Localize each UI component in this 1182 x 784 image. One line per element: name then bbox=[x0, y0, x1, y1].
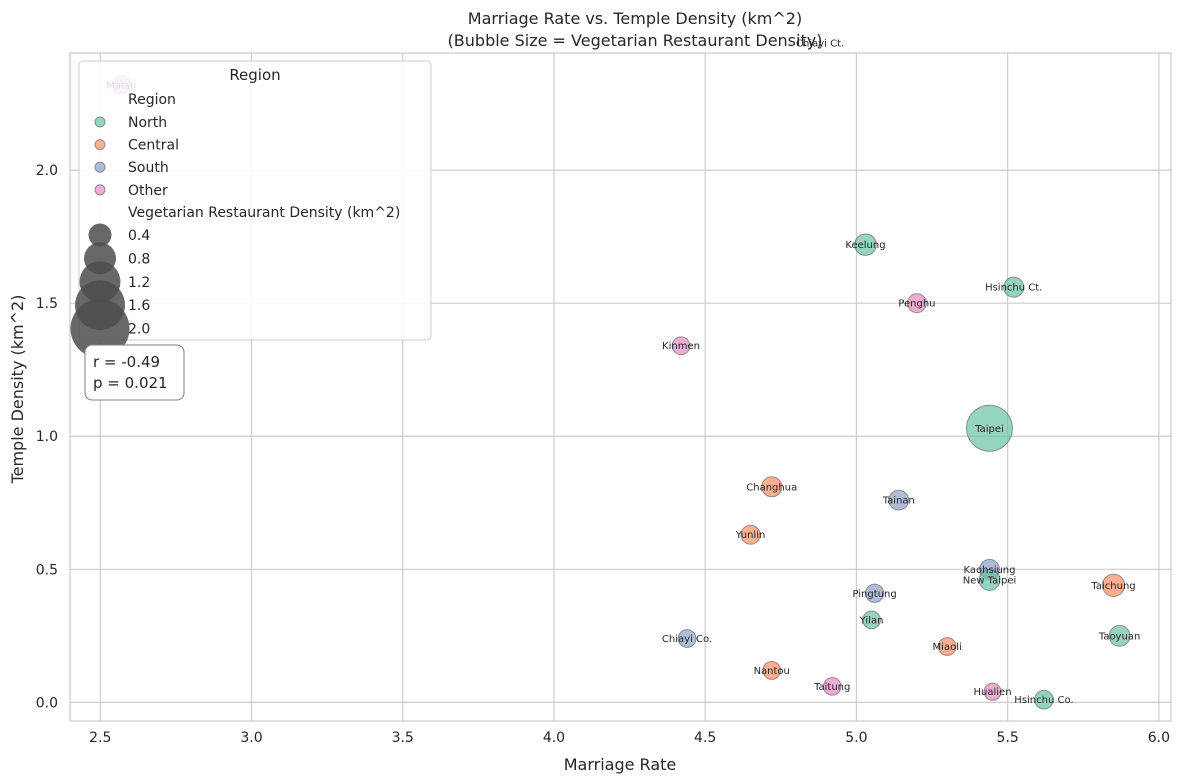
point-label: Tainan bbox=[882, 496, 915, 507]
point-label: Taipei bbox=[974, 424, 1004, 435]
legend-size-label: 0.4 bbox=[128, 228, 150, 244]
data-point bbox=[677, 629, 697, 648]
data-point bbox=[937, 637, 957, 656]
point-label: Hsinchu Co. bbox=[1014, 695, 1073, 706]
data-point bbox=[671, 336, 691, 356]
data-point bbox=[1003, 276, 1025, 298]
legend-label-north: North bbox=[128, 115, 167, 131]
point-label: Penghu bbox=[898, 299, 935, 310]
point-label: Pingtung bbox=[852, 589, 896, 600]
point-label: Yunlin bbox=[735, 530, 766, 541]
point-label: Nantou bbox=[754, 666, 790, 677]
legend-size-marker bbox=[88, 223, 112, 247]
y-tick-label: 2.0 bbox=[36, 163, 58, 179]
legend-box bbox=[78, 60, 432, 341]
point-label: Changhua bbox=[746, 482, 797, 493]
point-label: Hsinchu Ct. bbox=[985, 283, 1042, 294]
point-label: Kaohsiung bbox=[964, 565, 1016, 576]
stats-p-value: p = 0.021 bbox=[93, 374, 168, 392]
x-tick-label: 4.0 bbox=[543, 730, 565, 746]
legend-marker-south bbox=[94, 161, 106, 173]
point-label: Taichung bbox=[1090, 581, 1135, 592]
legend: Region Region North Central South Other Veg… bbox=[70, 60, 432, 359]
data-point bbox=[978, 569, 1001, 591]
point-label: Chiayi Ct. bbox=[796, 39, 844, 50]
legend-hue-title: Region bbox=[128, 92, 176, 108]
data-point bbox=[762, 661, 782, 680]
data-point bbox=[761, 476, 783, 498]
legend-label-south: South bbox=[128, 160, 169, 176]
point-label: Taoyuan bbox=[1098, 631, 1140, 642]
point-label: Keelung bbox=[845, 240, 885, 251]
x-tick-label: 4.5 bbox=[694, 730, 716, 746]
point-label: Kinmen bbox=[662, 341, 700, 352]
tick-labels: 2.5 3.0 3.5 4.0 4.5 5.0 5.5 6.0 0.0 0.5 1.0 1.5 2.0 bbox=[36, 163, 1170, 746]
point-label: Chiayi Co. bbox=[662, 634, 712, 645]
data-points bbox=[112, 75, 1131, 710]
data-point bbox=[1101, 573, 1126, 597]
data-point bbox=[1108, 624, 1131, 647]
y-axis-label: Temple Density (km^2) bbox=[8, 295, 27, 485]
legend-marker-other bbox=[94, 184, 106, 196]
legend-marker-central bbox=[94, 139, 106, 151]
stats-box-frame bbox=[84, 344, 185, 401]
legend-size-title: Vegetarian Restaurant Density (km^2) bbox=[128, 205, 400, 221]
data-point bbox=[1034, 689, 1054, 710]
legend-title: Region bbox=[229, 66, 280, 84]
legend-marker-north bbox=[94, 116, 106, 128]
data-point bbox=[888, 489, 910, 511]
data-point bbox=[740, 524, 761, 545]
point-label: Yilan bbox=[859, 615, 884, 626]
x-tick-label: 3.0 bbox=[240, 730, 262, 746]
x-tick-label: 5.0 bbox=[845, 730, 867, 746]
point-label: Hualien bbox=[974, 687, 1012, 698]
x-tick-label: 3.5 bbox=[392, 730, 414, 746]
data-point bbox=[864, 583, 885, 603]
data-point bbox=[983, 682, 1002, 701]
legend-label-other: Other bbox=[128, 183, 168, 199]
y-tick-label: 1.5 bbox=[36, 296, 58, 312]
legend-size-label: 0.8 bbox=[128, 251, 150, 267]
x-tick-label: 6.0 bbox=[1148, 730, 1170, 746]
data-point bbox=[854, 233, 877, 256]
stats-r-value: r = -0.49 bbox=[93, 353, 160, 371]
y-tick-label: 0.5 bbox=[36, 562, 58, 578]
data-point bbox=[862, 610, 881, 630]
data-point bbox=[906, 293, 927, 314]
legend-size-label: 1.6 bbox=[128, 298, 150, 314]
point-label: Taitung bbox=[813, 682, 850, 693]
stats-box: r = -0.49 p = 0.021 bbox=[84, 344, 185, 401]
legend-size-label: 2.0 bbox=[128, 322, 150, 338]
data-point bbox=[966, 404, 1013, 452]
x-axis-label: Marriage Rate bbox=[564, 755, 677, 774]
x-tick-label: 5.5 bbox=[997, 730, 1019, 746]
point-label: New Taipei bbox=[963, 575, 1017, 586]
legend-size-label: 1.2 bbox=[128, 275, 150, 291]
legend-label-central: Central bbox=[128, 138, 179, 154]
chart-title-line2: (Bubble Size = Vegetarian Restaurant Den… bbox=[448, 31, 823, 50]
y-tick-label: 1.0 bbox=[36, 429, 58, 445]
data-point bbox=[822, 677, 842, 696]
y-tick-label: 0.0 bbox=[36, 695, 58, 711]
chart-title-line1: Marriage Rate vs. Temple Density (km^2) bbox=[468, 9, 802, 28]
point-label: Miaoli bbox=[933, 642, 962, 653]
x-tick-label: 2.5 bbox=[89, 730, 111, 746]
legend-size-marker bbox=[70, 299, 130, 359]
